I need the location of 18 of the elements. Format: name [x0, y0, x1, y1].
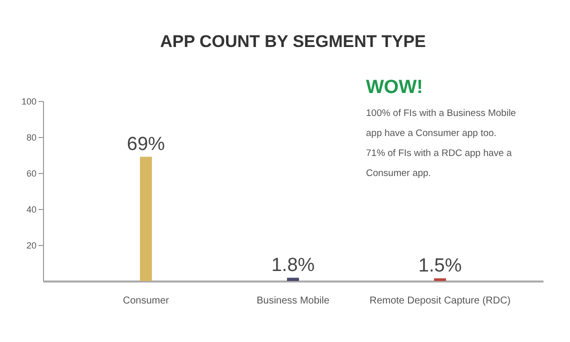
y-tick-label: 20	[26, 240, 36, 250]
bar	[140, 156, 152, 281]
annotation: 100% of FIs with a Business Mobile app have a Consumer app too.	[366, 107, 516, 141]
x-tick-label: Consumer	[122, 296, 170, 306]
y-tick-label: 80	[26, 132, 36, 142]
annotation: 71% of FIs with a RDC app have a Consumer app.	[366, 147, 513, 181]
data-label: 69%	[126, 134, 166, 155]
text: WOW!	[366, 76, 424, 100]
chart-title: APP COUNT BY SEGMENT TYPE	[160, 32, 426, 51]
x-tick-label: Business Mobile	[256, 296, 330, 306]
y-tick-label: 40	[26, 204, 36, 214]
data-label: 1.8%	[271, 254, 315, 276]
data-label: 1.5%	[418, 255, 462, 276]
y-tick-label: 100	[21, 96, 36, 106]
bar	[434, 278, 446, 281]
bar	[287, 278, 299, 281]
x-tick-label: Remote Deposit Capture (RDC)	[369, 296, 511, 306]
y-tick-label: 60	[26, 168, 36, 178]
